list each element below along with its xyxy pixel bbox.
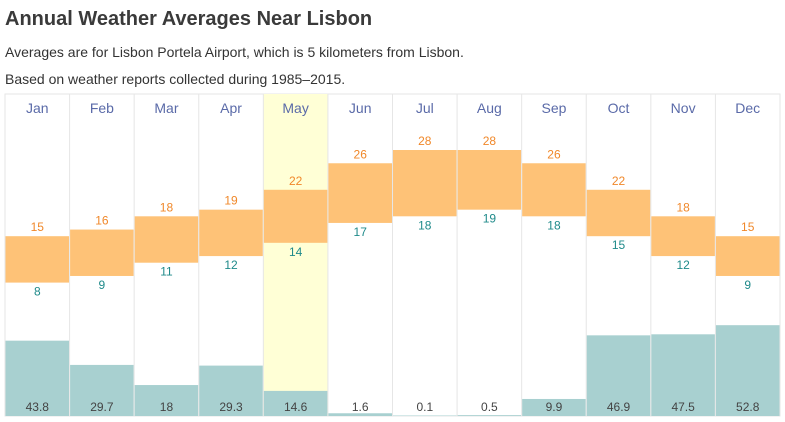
rain-label: 0.5: [481, 400, 498, 414]
high-temp-label: 18: [160, 200, 174, 214]
rain-bar: [457, 415, 522, 416]
rain-bar: [263, 390, 328, 416]
rain-bar: [5, 340, 70, 416]
rain-label: 47.5: [671, 400, 695, 414]
rain-bar: [522, 398, 586, 416]
rain-bar: [715, 325, 780, 416]
rain-bar: [134, 385, 199, 416]
rain-bar: [328, 413, 392, 416]
high-temp-label: 28: [418, 134, 432, 148]
month-label: Jun: [349, 100, 372, 116]
month-label: Mar: [154, 100, 178, 116]
high-temp-label: 26: [354, 147, 368, 161]
temp-band: [70, 229, 134, 276]
temp-band: [715, 236, 780, 276]
low-temp-label: 18: [547, 218, 561, 232]
month-label: Oct: [608, 100, 630, 116]
month-label: Feb: [90, 100, 114, 116]
rain-label: 14.6: [284, 400, 308, 414]
temp-band: [328, 163, 392, 223]
high-temp-label: 28: [483, 134, 497, 148]
rain-label: 52.8: [736, 400, 760, 414]
low-temp-label: 18: [418, 218, 432, 232]
high-temp-label: 26: [547, 147, 561, 161]
temp-band: [651, 216, 715, 257]
month-label: Dec: [735, 100, 760, 116]
low-temp-label: 12: [224, 258, 238, 272]
high-temp-label: 15: [741, 220, 755, 234]
rain-label: 1.6: [352, 400, 369, 414]
high-temp-label: 18: [676, 200, 690, 214]
page-title: Annual Weather Averages Near Lisbon: [5, 8, 373, 30]
high-temp-label: 22: [612, 174, 626, 188]
low-temp-label: 17: [354, 225, 368, 239]
low-temp-label: 9: [99, 278, 106, 292]
temp-band: [5, 236, 70, 283]
high-temp-label: 22: [289, 174, 303, 188]
low-temp-label: 8: [34, 285, 41, 299]
temp-band: [586, 189, 651, 237]
low-temp-label: 12: [676, 258, 690, 272]
temp-band: [393, 150, 457, 217]
temp-band: [199, 209, 263, 257]
low-temp-label: 15: [612, 238, 626, 252]
rain-bar: [70, 364, 134, 416]
high-temp-label: 15: [31, 220, 45, 234]
low-temp-label: 14: [289, 245, 303, 259]
airport-note: Averages are for Lisbon Portela Airport,…: [5, 44, 464, 60]
rain-label: 18: [160, 400, 174, 414]
rain-bar: [586, 335, 651, 416]
rain-label: 0.1: [416, 400, 433, 414]
rain-bar: [199, 365, 263, 416]
low-temp-label: 19: [483, 212, 497, 226]
month-label: Jul: [416, 100, 434, 116]
month-label: Aug: [477, 100, 502, 116]
rain-label: 29.7: [90, 400, 114, 414]
period-note: Based on weather reports collected durin…: [5, 71, 346, 87]
month-label: Jan: [26, 100, 49, 116]
month-label: May: [282, 100, 308, 116]
low-temp-label: 9: [744, 278, 751, 292]
temp-band: [522, 163, 586, 217]
low-temp-label: 11: [160, 265, 173, 279]
temp-band: [134, 216, 199, 263]
temp-band: [457, 150, 522, 210]
highlight-column: [263, 94, 328, 416]
month-label: Sep: [541, 100, 566, 116]
month-label: Apr: [220, 100, 242, 116]
month-label: Nov: [671, 100, 696, 116]
rain-bar: [651, 334, 715, 416]
high-temp-label: 16: [95, 214, 109, 228]
rain-label: 46.9: [607, 400, 631, 414]
rain-label: 29.3: [219, 400, 243, 414]
rain-bar: [393, 415, 457, 416]
temp-band: [263, 189, 328, 243]
rain-label: 43.8: [26, 400, 50, 414]
high-temp-label: 19: [224, 194, 238, 208]
rain-label: 9.9: [546, 400, 563, 414]
